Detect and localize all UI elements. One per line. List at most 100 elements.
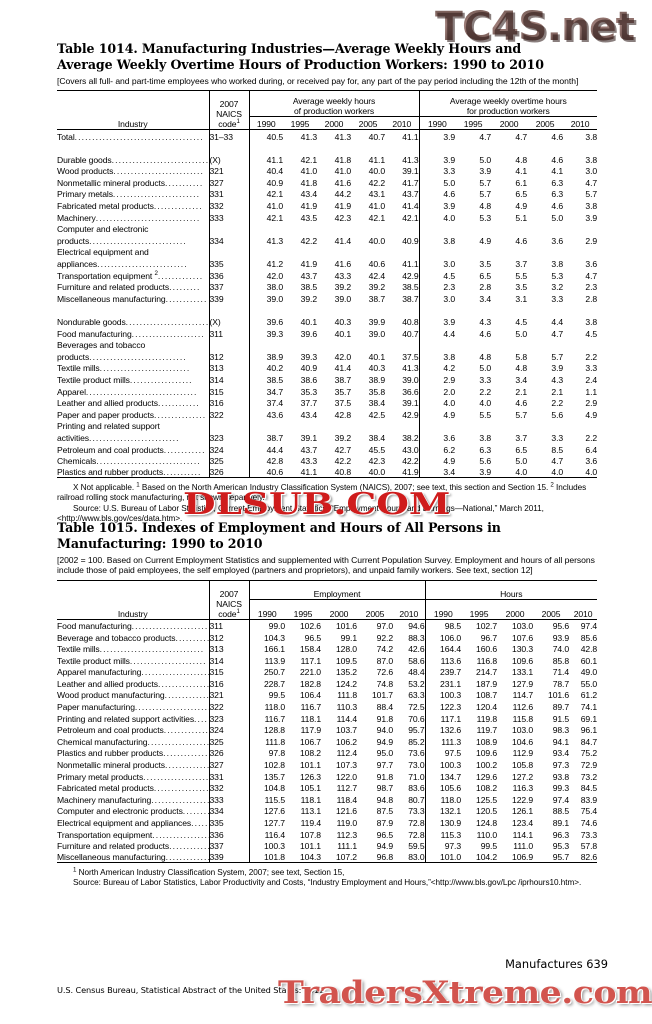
row-naics-code: 326 — [208, 746, 249, 759]
cell-hours: 39.0 — [248, 292, 283, 304]
cell-employment: 88.4 — [376, 702, 393, 713]
cell-overtime — [418, 245, 456, 258]
cell-hours: 96.7 — [480, 632, 498, 643]
cell-overtime: 2.9 — [585, 398, 598, 409]
table-row: appliances.......................... 335 4… — [57, 257, 597, 270]
cell-overtime: 4.0 — [479, 398, 492, 409]
cell-hours: 39.3 — [248, 327, 283, 339]
cell-employment: 111.8 — [248, 735, 285, 747]
table-row: activities.......................... 323 3… — [57, 431, 597, 443]
row-label: Paper and paper products............... — [57, 409, 207, 420]
row-naics-code: 313 — [208, 361, 249, 374]
cell-overtime: 5.7 — [515, 409, 528, 420]
header-industry: Industry — [117, 119, 148, 130]
cell-hours: 39.3 — [300, 351, 317, 362]
cell-overtime: 6.4 — [585, 444, 598, 455]
row-label: Computer and electronic — [57, 224, 149, 235]
cell-hours: 72.9 — [580, 760, 598, 771]
row-naics-code: 323 — [208, 431, 249, 443]
cell-employment: 72.8 — [408, 829, 425, 840]
cell-hours: 97.3 — [552, 760, 570, 771]
cell-hours: 40.0 — [368, 235, 385, 246]
cell-overtime: 2.9 — [418, 373, 455, 385]
cell-employment: 95.0 — [376, 748, 393, 759]
cell-hours: 127.9 — [512, 678, 534, 689]
table-spacer-row — [57, 141, 597, 154]
cell-hours — [248, 245, 283, 258]
cell-employment: 94.0 — [376, 725, 393, 736]
header-year: 2010 — [393, 599, 426, 620]
cell-overtime: 4.9 — [418, 454, 455, 467]
row-naics-code: 321 — [208, 164, 249, 177]
cell-hours: 100.2 — [476, 760, 498, 771]
cell-hours: 109.6 — [476, 748, 498, 759]
cell-hours: 41.4 — [334, 363, 351, 374]
cell-overtime — [491, 339, 527, 351]
cell-hours: 97.4 — [552, 794, 570, 805]
row-naics-code — [208, 222, 249, 235]
cell-hours — [317, 420, 351, 432]
cell-overtime — [563, 339, 597, 351]
cell-overtime: 8.5 — [551, 444, 564, 455]
cell-employment: 74.2 — [376, 644, 393, 655]
cell-hours: 39.1 — [402, 398, 419, 409]
table-row: Fabricated metal products...............… — [57, 781, 597, 794]
cell-overtime: 4.0 — [418, 211, 455, 223]
cell-hours: 40.9 — [248, 176, 283, 188]
cell-hours: 41.4 — [334, 235, 351, 246]
cell-employment: 74.8 — [376, 678, 393, 689]
header-year: 2000 — [497, 599, 534, 620]
cell-hours: 71.4 — [552, 667, 570, 678]
header-year: 1990 — [424, 599, 462, 620]
row-label: Furniture and related products......... — [57, 282, 201, 293]
cell-hours: 39.0 — [402, 374, 419, 385]
cell-hours: 85.8 — [552, 655, 570, 666]
table-row: Transportation equipment 2............. 3… — [57, 269, 597, 281]
cell-hours: 40.9 — [402, 235, 419, 246]
table-row: Leather and allied products............ 3… — [57, 396, 598, 409]
cell-employment: 101.8 — [248, 851, 285, 863]
cell-overtime — [491, 246, 527, 258]
row-naics-code: 31–33 — [208, 129, 249, 142]
row-naics-code: 339 — [208, 851, 249, 863]
cell-employment: 101.7 — [371, 690, 393, 701]
cell-employment: 73.0 — [408, 760, 425, 771]
cell-overtime: 3.8 — [585, 317, 598, 327]
cell-overtime: 2.8 — [585, 293, 598, 304]
cell-hours: 42.3 — [334, 212, 351, 223]
cell-hours: 108.7 — [476, 690, 498, 701]
cell-hours: 43.0 — [402, 444, 419, 455]
cell-overtime: 3.9 — [418, 199, 455, 212]
cell-hours: 112.6 — [512, 702, 534, 713]
table-1015-title: Table 1015. Indexes of Employment and Ho… — [57, 520, 597, 551]
cell-hours: 115.3 — [424, 828, 461, 840]
cell-hours: 42.2 — [300, 235, 317, 246]
cell-overtime: 3.9 — [551, 363, 564, 374]
cell-overtime: 4.6 — [551, 131, 564, 142]
table-1014: Industry 2007 NAICS code1 Average weekly… — [57, 90, 597, 478]
cell-employment: 118.1 — [300, 713, 321, 724]
cell-hours — [317, 339, 351, 351]
header-year: 2000 — [317, 115, 351, 130]
cell-hours: 44.4 — [248, 442, 283, 455]
cell-overtime: 4.0 — [585, 467, 598, 478]
cell-employment: 72.6 — [376, 667, 393, 678]
cell-hours: 38.9 — [248, 350, 283, 362]
table-1015: Industry 2007 NAICS code1 Employment Hou… — [57, 580, 597, 863]
cell-hours: 75.4 — [580, 806, 598, 817]
table-1014-title: Table 1014. Manufacturing Industries—Ave… — [57, 41, 597, 72]
row-naics-code: 316 — [208, 677, 249, 689]
cell-hours — [283, 223, 317, 235]
cell-overtime: 3.8 — [585, 131, 598, 142]
cell-hours: 116.8 — [476, 655, 498, 666]
cell-hours: 37.4 — [248, 396, 283, 409]
row-naics-code: 327 — [208, 758, 249, 771]
row-naics-code: 314 — [208, 654, 249, 666]
cell-employment: 111.1 — [337, 841, 357, 852]
row-naics-code: 332 — [208, 781, 249, 794]
cell-employment: 105.1 — [299, 783, 321, 794]
cell-hours: 120.5 — [476, 806, 498, 817]
row-label: products............................ — [57, 235, 187, 246]
page-footer-right: Manufactures 639 — [505, 957, 608, 971]
cell-hours: 42.7 — [334, 444, 351, 455]
